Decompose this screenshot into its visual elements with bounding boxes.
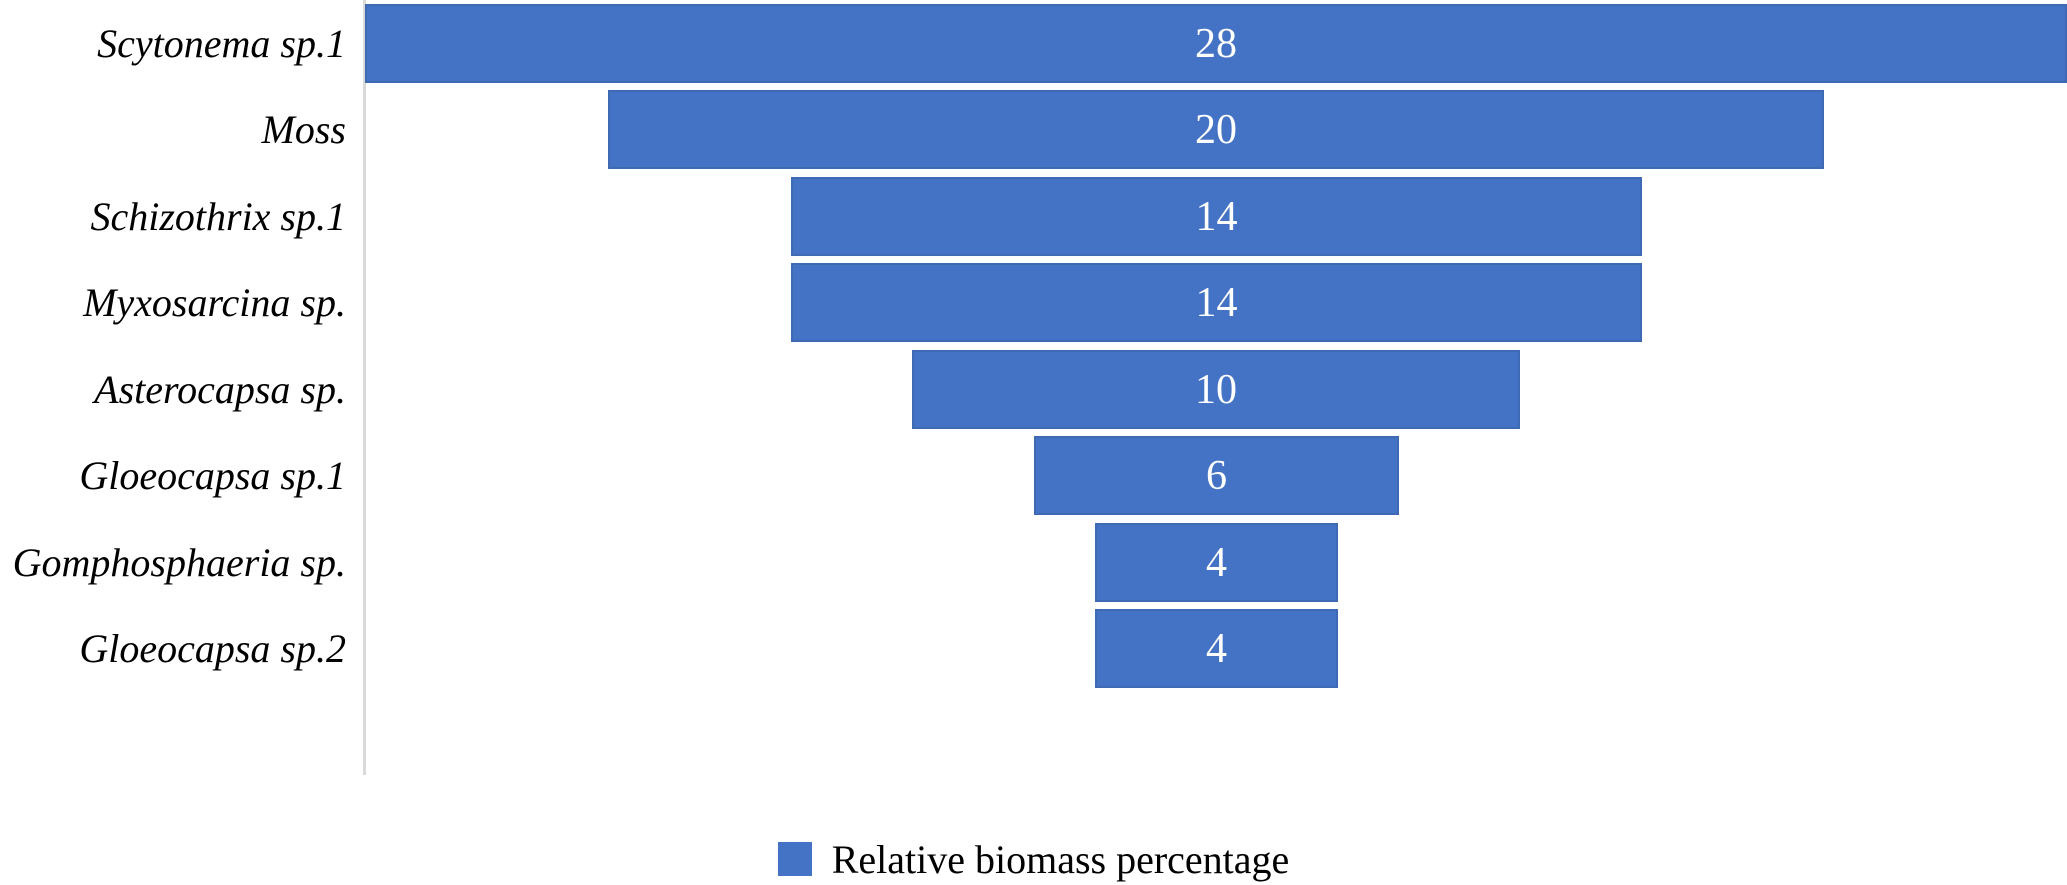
value-label: 6 xyxy=(1206,452,1227,499)
funnel-bar: 4 xyxy=(1095,523,1338,602)
funnel-bar: 28 xyxy=(365,4,2067,83)
chart-row: Gloeocapsa sp.1 6 xyxy=(0,436,2067,515)
category-label: Gomphosphaeria sp. xyxy=(12,540,346,585)
legend-label: Relative biomass percentage xyxy=(831,836,1290,882)
category-label: Gloeocapsa sp.2 xyxy=(79,626,346,671)
funnel-chart: Scytonema sp.1 28 Moss 20 Schizothrix sp.1 14… xyxy=(0,0,2067,775)
funnel-bar: 6 xyxy=(1034,436,1399,515)
legend-swatch xyxy=(777,842,812,876)
legend: Relative biomass percentage xyxy=(0,836,2067,882)
category-label: Schizothrix sp.1 xyxy=(90,194,346,239)
chart-row: Scytonema sp.1 28 xyxy=(0,4,2067,83)
chart-row: Schizothrix sp.1 14 xyxy=(0,177,2067,256)
category-label: Gloeocapsa sp.1 xyxy=(79,453,346,498)
value-label: 20 xyxy=(1195,106,1237,153)
value-label: 14 xyxy=(1195,279,1238,326)
category-label: Scytonema sp.1 xyxy=(97,21,346,66)
chart-row: Myxosarcina sp. 14 xyxy=(0,263,2067,342)
chart-row: Moss 20 xyxy=(0,90,2067,169)
funnel-bar: 10 xyxy=(912,350,1520,429)
funnel-bar: 14 xyxy=(791,263,1642,342)
category-label: Asterocapsa sp. xyxy=(94,367,346,412)
funnel-bar: 4 xyxy=(1095,609,1338,688)
category-label: Myxosarcina sp. xyxy=(83,280,346,325)
category-label: Moss xyxy=(261,107,346,152)
category-axis-line xyxy=(363,0,366,775)
value-label: 4 xyxy=(1206,539,1227,586)
funnel-bar: 14 xyxy=(791,177,1642,256)
value-label: 4 xyxy=(1206,625,1227,672)
value-label: 28 xyxy=(1195,20,1237,67)
chart-row: Asterocapsa sp. 10 xyxy=(0,350,2067,429)
chart-row: Gomphosphaeria sp. 4 xyxy=(0,523,2067,602)
value-label: 10 xyxy=(1195,366,1237,413)
funnel-bar: 20 xyxy=(608,90,1824,169)
value-label: 14 xyxy=(1195,193,1238,240)
chart-row: Gloeocapsa sp.2 4 xyxy=(0,609,2067,688)
